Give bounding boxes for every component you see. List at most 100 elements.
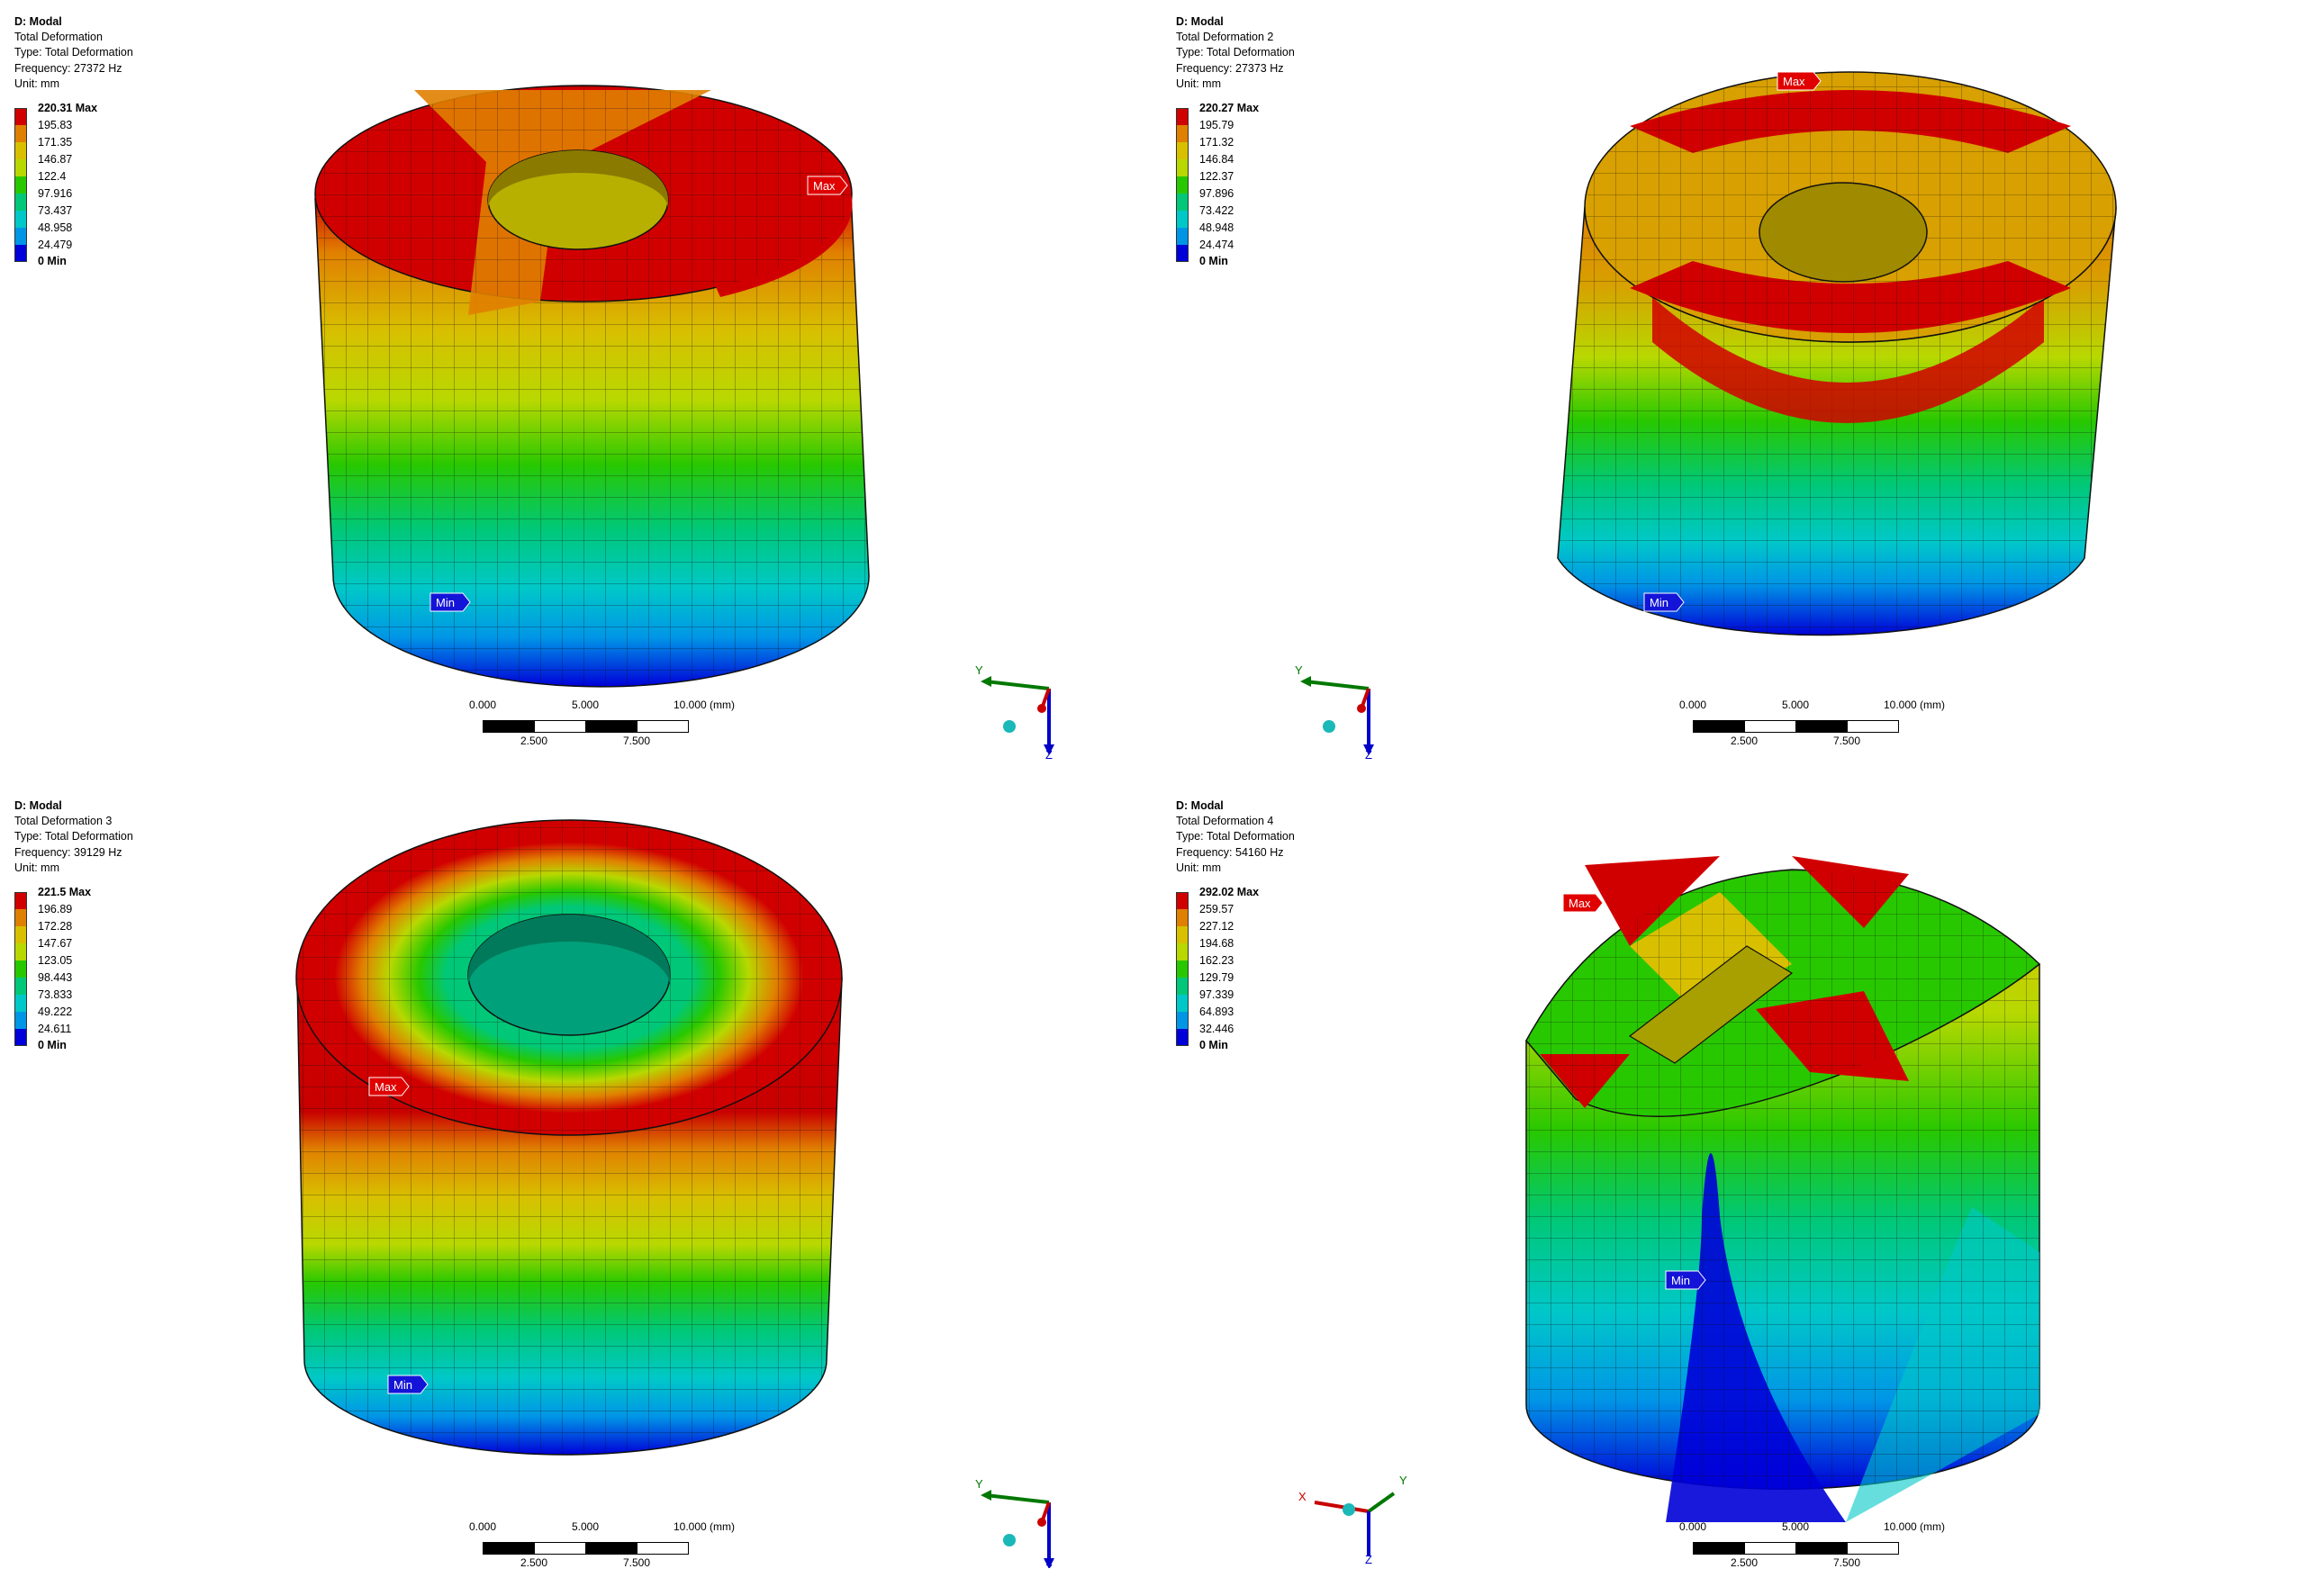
result-type: Type: Total Deformation — [14, 46, 133, 59]
legend-swatch — [1176, 1029, 1189, 1046]
legend-value: 97.896 — [1199, 187, 1234, 200]
y-axis-arrow — [1367, 1492, 1396, 1513]
axis-triad[interactable]: X Y Z — [1279, 1448, 1414, 1565]
scale-tick-label: 10.000 (mm) — [673, 699, 736, 711]
legend-value: 129.79 — [1199, 971, 1234, 984]
result-frequency: Frequency: 54160 Hz — [1176, 845, 1284, 859]
legend-swatch — [1176, 960, 1189, 978]
legend-swatch — [14, 176, 27, 194]
result-header: D: Modal Total Deformation 4 Type: Total… — [1176, 798, 1295, 876]
deformed-model-4[interactable]: Max Min — [1162, 784, 2323, 1568]
legend-value: 146.84 — [1199, 153, 1234, 166]
scale-tick-label: 10.000 (mm) — [673, 1520, 736, 1533]
axis-triad[interactable]: YZ — [968, 1475, 1067, 1568]
legend-swatch — [14, 159, 27, 176]
scale-tick-label: 5.000 — [1781, 699, 1810, 711]
legend-swatch — [14, 978, 27, 995]
deformed-model-2[interactable]: Max Min — [1162, 0, 2323, 784]
deformed-model-1[interactable]: Max Min — [0, 0, 1162, 784]
result-frequency: Frequency: 27373 Hz — [1176, 61, 1284, 75]
legend-value: 227.12 — [1199, 920, 1234, 933]
min-label: Min — [1650, 596, 1668, 609]
legend-swatch — [1176, 228, 1189, 245]
legend-swatch — [1176, 909, 1189, 926]
scale-tick-label: 7.500 — [1832, 735, 1861, 747]
min-label: Min — [436, 596, 455, 609]
axis-label: Y — [975, 663, 983, 677]
scale-bar: 0.000 5.000 10.000 (mm) 2.500 7.500 — [1675, 699, 1945, 753]
legend-value: 48.948 — [1199, 221, 1234, 234]
result-frequency: Frequency: 39129 Hz — [14, 845, 122, 859]
legend-swatch — [14, 995, 27, 1012]
legend-swatch — [1176, 125, 1189, 142]
result-viewport-2[interactable]: D: Modal Total Deformation 2 Type: Total… — [1162, 0, 2323, 784]
analysis-title: D: Modal — [14, 799, 62, 812]
scale-tick-label: 7.500 — [1832, 1556, 1861, 1568]
z-arrowhead-icon — [1044, 744, 1054, 755]
result-name: Total Deformation 2 — [1176, 31, 1274, 44]
y-axis-arrow — [985, 680, 1050, 690]
scale-segment — [1795, 1542, 1848, 1555]
max-marker: Max — [1562, 893, 1604, 913]
origin-sphere-icon — [1003, 720, 1016, 733]
legend-value: 0 Min — [1199, 1039, 1228, 1051]
max-marker: Max — [368, 1077, 410, 1096]
legend-swatch — [14, 926, 27, 943]
scale-tick-label: 0.000 — [1678, 699, 1707, 711]
scale-segment — [585, 720, 638, 733]
scale-tick-label: 5.000 — [571, 1520, 600, 1533]
origin-sphere-icon — [1343, 1503, 1355, 1516]
legend-value: 0 Min — [38, 1039, 67, 1051]
result-unit: Unit: mm — [14, 77, 59, 90]
scale-segment — [637, 720, 689, 733]
legend-value: 220.31 Max — [38, 102, 98, 114]
scale-bar: 0.000 5.000 10.000 (mm) 2.500 7.500 — [465, 699, 735, 753]
result-frequency: Frequency: 27372 Hz — [14, 61, 122, 75]
deformed-model-3[interactable]: Max Min — [0, 784, 1162, 1568]
max-label: Max — [375, 1080, 397, 1094]
axis-label: X — [1298, 1490, 1307, 1503]
scale-segment — [637, 1542, 689, 1555]
scale-tick-label: 10.000 (mm) — [1883, 1520, 1946, 1533]
legend-value: 194.68 — [1199, 937, 1234, 950]
legend-value: 49.222 — [38, 1005, 73, 1018]
legend-swatch — [1176, 995, 1189, 1012]
axis-triad[interactable]: YZ — [968, 662, 1067, 761]
min-label: Min — [1671, 1274, 1690, 1287]
legend-swatch — [14, 228, 27, 245]
scale-tick-label: 0.000 — [468, 699, 497, 711]
scale-segment — [1744, 1542, 1796, 1555]
legend-swatch — [14, 909, 27, 926]
axis-label: Y — [975, 1477, 983, 1491]
scale-tick-label: 7.500 — [622, 1556, 651, 1568]
legend-swatch — [14, 943, 27, 960]
legend-value: 73.833 — [38, 988, 73, 1001]
result-header: D: Modal Total Deformation 3 Type: Total… — [14, 798, 133, 876]
result-viewport-1[interactable]: D: Modal Total Deformation Type: Total D… — [0, 0, 1162, 784]
result-name: Total Deformation 3 — [14, 815, 113, 828]
legend-value: 73.422 — [1199, 204, 1234, 217]
result-viewport-3[interactable]: D: Modal Total Deformation 3 Type: Total… — [0, 784, 1162, 1568]
scale-tick-label: 5.000 — [1781, 1520, 1810, 1533]
scale-tick-label: 2.500 — [520, 1556, 548, 1568]
scale-segment — [534, 1542, 586, 1555]
legend-swatch — [1176, 211, 1189, 228]
legend-swatch — [14, 194, 27, 211]
legend-value: 147.67 — [38, 937, 73, 950]
min-marker: Min — [387, 1375, 429, 1394]
scale-tick-label: 0.000 — [1678, 1520, 1707, 1533]
y-arrowhead-icon — [981, 1490, 991, 1501]
scale-tick-label: 2.500 — [1730, 735, 1759, 747]
legend-value: 123.05 — [38, 954, 73, 967]
legend-value: 196.89 — [38, 903, 73, 915]
legend-swatch — [14, 960, 27, 978]
legend-swatch — [1176, 194, 1189, 211]
legend-swatch — [14, 1012, 27, 1029]
legend-swatch — [1176, 1012, 1189, 1029]
legend-swatch — [14, 1029, 27, 1046]
legend-value: 97.916 — [38, 187, 73, 200]
legend-value: 220.27 Max — [1199, 102, 1260, 114]
scale-segment — [1847, 720, 1899, 733]
axis-triad[interactable]: YZ — [1288, 662, 1387, 761]
result-viewport-4[interactable]: D: Modal Total Deformation 4 Type: Total… — [1162, 784, 2323, 1568]
